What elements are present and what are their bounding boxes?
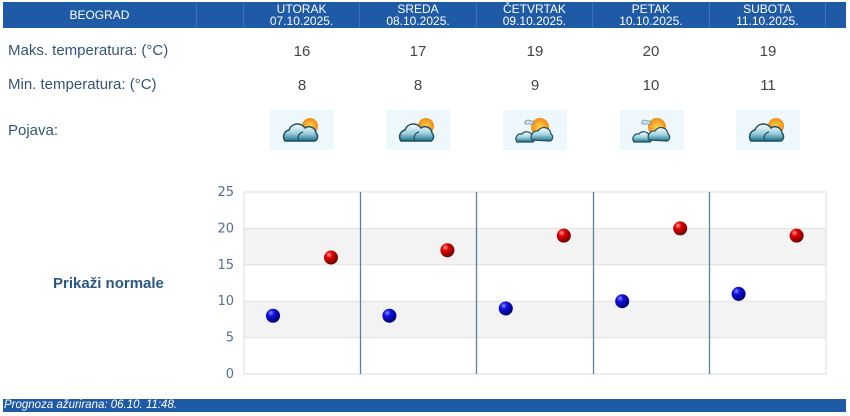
show-normals-link[interactable]: Prikaži normale [53, 275, 164, 292]
day-date: 09.10.2025. [502, 14, 567, 28]
day-date: 11.10.2025. [736, 14, 799, 28]
day-date: 08.10.2025. [386, 14, 450, 28]
day-header: PETAK 10.10.2025. [593, 2, 710, 28]
temperature-chart: 0 5 10 15 20 25 [217, 185, 827, 382]
y-tick: 25 [217, 185, 234, 200]
max-temp-marker[interactable] [673, 221, 688, 236]
min-temp-value: 8 [297, 77, 307, 94]
min-temp-value: 8 [413, 77, 423, 94]
header-spacer [826, 2, 846, 28]
min-temp-value: 9 [530, 77, 540, 94]
day-name: ČETVRTAK [503, 2, 566, 16]
min-temp-marker[interactable] [615, 294, 630, 309]
min-temp-value: 10 [642, 77, 660, 94]
sun-behind-clouds-icon [620, 110, 684, 150]
day-name: PETAK [631, 2, 671, 16]
forecast-header: BEOGRAD UTORAK 07.10.2025. SREDA 08.10.202… [3, 2, 846, 28]
partly-cloudy-icon [736, 110, 800, 150]
max-temp-value: 17 [409, 43, 427, 60]
partly-cloudy-icon [270, 110, 334, 150]
min-temp-label: Min. temperatura: (°C) [8, 76, 157, 93]
max-temp-marker[interactable] [789, 228, 804, 243]
partly-cloudy-icon [386, 110, 450, 150]
y-tick: 15 [217, 258, 234, 273]
y-tick: 5 [226, 331, 234, 346]
day-header: SUBOTA 11.10.2025. [710, 2, 827, 28]
day-name: SREDA [397, 2, 439, 16]
day-header: UTORAK 07.10.2025. [244, 2, 361, 28]
min-temp-marker[interactable] [266, 308, 280, 323]
y-tick: 20 [217, 221, 234, 236]
day-date: 07.10.2025. [269, 14, 334, 28]
sun-behind-clouds-icon [503, 110, 567, 150]
min-temp-value: 11 [760, 77, 776, 94]
day-header: SREDA 08.10.2025. [360, 2, 477, 28]
max-temp-marker[interactable] [556, 228, 571, 243]
min-temp-marker[interactable] [498, 301, 513, 316]
city-name: BEOGRAD [3, 2, 197, 28]
max-temp-label: Maks. temperatura: (°C) [8, 42, 169, 59]
max-temp-value: 16 [293, 43, 311, 60]
header-spacer [197, 2, 244, 28]
max-temp-value: 19 [526, 43, 544, 60]
min-temp-marker[interactable] [382, 308, 397, 323]
day-name: UTORAK [276, 2, 327, 16]
day-name: SUBOTA [743, 2, 792, 16]
max-temp-marker[interactable] [324, 250, 338, 265]
y-tick: 10 [217, 294, 234, 309]
min-temp-marker[interactable] [731, 286, 746, 301]
y-tick: 0 [226, 367, 234, 382]
day-date: 10.10.2025. [619, 14, 683, 28]
max-temp-marker[interactable] [440, 243, 455, 258]
day-header: ČETVRTAK 09.10.2025. [477, 2, 594, 28]
phenomenon-label: Pojava: [8, 122, 59, 139]
max-temp-value: 19 [759, 43, 777, 60]
max-temp-value: 20 [642, 43, 660, 60]
forecast-updated-status: Prognoza ažurirana: 06.10. 11:48. [3, 399, 846, 412]
